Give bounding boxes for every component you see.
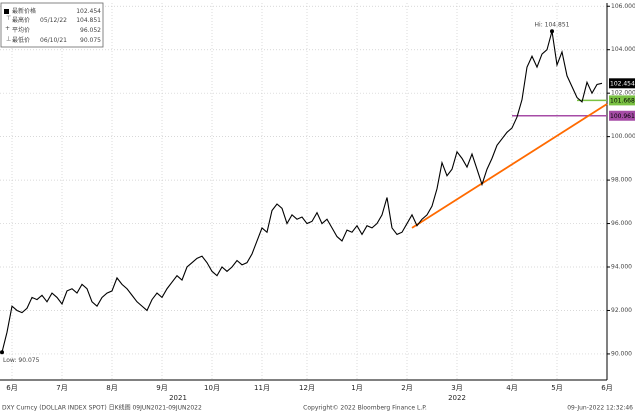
legend-value: 104.851 [76,17,101,24]
legend-name: 最高价 [12,16,30,24]
footer-right: 09-Jun-2022 12:32:46 [567,405,633,412]
x-tick-label: 10月 [204,384,220,392]
y-tick-label: 100.000 [611,133,635,140]
trend-line [411,103,608,229]
annotation: Hi: 104.851 [535,22,570,29]
x-tick-label: 5月 [551,384,562,392]
x-tick-label: 4月 [506,384,517,392]
x-tick-label: 12月 [299,384,315,392]
y-tick-label: 104.000 [611,46,635,53]
legend-name: 最新价格 [12,7,36,15]
y-tick-label: 92.000 [611,307,632,314]
x-tick-label: 1月 [351,384,362,392]
x-tick-label: 8月 [106,384,117,392]
legend-icon: ⊥ [6,36,11,43]
x-tick-label: 11月 [254,384,270,392]
value-tag [609,95,635,106]
legend-name: 平均价 [12,26,30,34]
legend-icon: ⊤ [6,15,11,22]
legend-name: 最低价 [12,36,30,44]
legend-date: 05/12/22 [40,17,67,24]
legend-box [0,2,104,48]
annotation: Low: 90.075 [3,357,40,364]
y-tick-label: 94.000 [611,264,632,271]
y-tick-label: 96.000 [611,220,632,227]
value-tag [609,78,635,89]
x-tick-label: 9月 [156,384,167,392]
legend: ⊤ + ⊥ 最新价格 102.454 最高价 05/12/22 104.851 … [0,2,104,48]
footer-left: DXY Curncy (DOLLAR INDEX SPOT) 日K线图 09JU… [2,404,202,412]
year-label: 2021 [169,394,187,402]
legend-icon: + [5,25,10,32]
x-tick-label: 6月 [6,384,17,392]
legend-date: 06/10/21 [40,37,67,44]
value-tag-label: 100.961 [610,113,635,120]
y-tick-label: 90.000 [611,350,632,357]
x-tick-label: 3月 [451,384,462,392]
x-tick-label: 7月 [56,384,67,392]
year-label: 2022 [448,394,466,402]
x-tick-label: 2月 [401,384,412,392]
low-point [0,350,4,355]
legend-value: 90.075 [80,37,101,44]
y-tick-label: 98.000 [611,177,632,184]
value-tag [609,110,635,121]
x-tick-label: 6月 [601,384,612,392]
footer-center: Copyright© 2022 Bloomberg Finance L.P. [303,405,427,412]
value-tag-label: 102.454 [610,80,635,87]
price-line [1,31,603,353]
value-tag-label: 101.668 [610,97,635,104]
y-tick-label: 106.000 [611,3,635,10]
legend-value: 102.454 [76,8,101,15]
grid [0,3,608,380]
legend-value: 96.052 [80,27,101,34]
y-tick-label: 102.000 [611,90,635,97]
legend-icon [4,9,9,14]
high-point [550,29,554,34]
